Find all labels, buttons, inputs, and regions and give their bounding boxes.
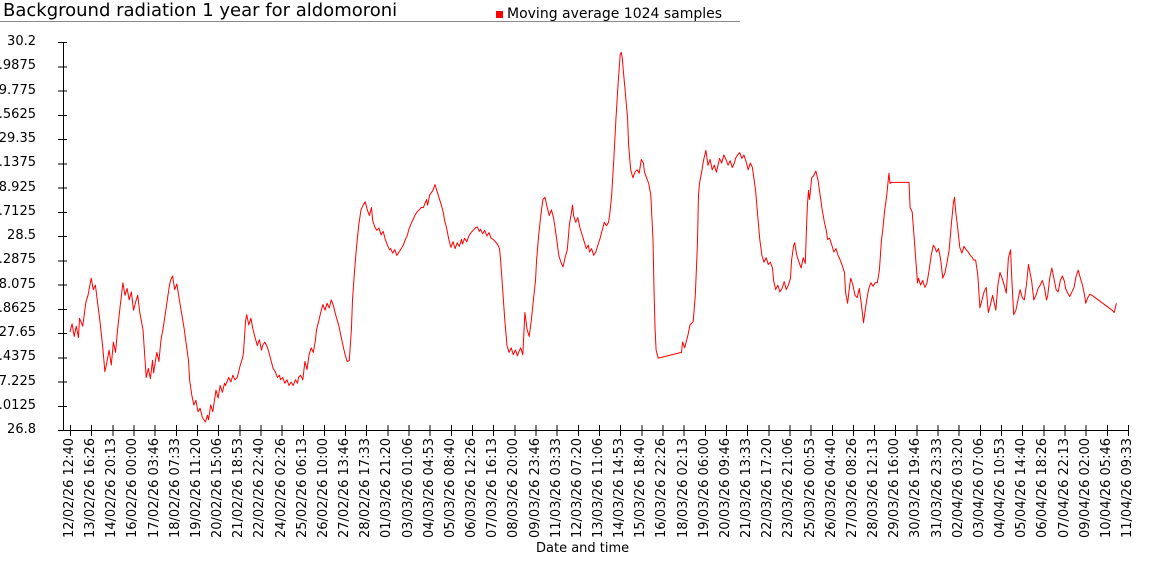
x-axis-title: Date and time xyxy=(536,541,630,556)
x-tick-label: 08/03/26 20:00 xyxy=(506,438,522,538)
x-tick-label: 04/04/26 10:53 xyxy=(993,438,1009,538)
y-tick-label: 27.4375 xyxy=(0,349,36,365)
x-tick-label: 01/03/26 21:20 xyxy=(379,438,395,538)
x-tick-label: 10/04/26 05:46 xyxy=(1098,438,1114,538)
x-tick-label: 28/03/26 12:13 xyxy=(866,438,882,538)
x-tick-label: 21/02/26 18:53 xyxy=(231,438,247,538)
y-tick-label: 27.65 xyxy=(0,325,36,340)
legend-label: Moving average 1024 samples xyxy=(507,6,723,22)
y-tick-label: 28.925 xyxy=(0,179,36,195)
x-tick-label: 19/03/26 06:00 xyxy=(696,438,712,538)
x-tick-label: 05/04/26 14:40 xyxy=(1014,438,1030,538)
x-tick-label: 07/04/26 22:13 xyxy=(1056,438,1072,538)
radiation-line-series xyxy=(69,51,1117,423)
x-tick-label: 23/03/26 21:06 xyxy=(781,438,797,538)
x-tick-label: 24/02/26 02:26 xyxy=(273,438,289,538)
y-tick-label: 28.5 xyxy=(7,228,36,243)
y-tick-label: 29.35 xyxy=(0,131,36,146)
x-tick-label: 15/03/26 18:40 xyxy=(633,438,649,538)
x-tick-label: 21/03/26 13:33 xyxy=(739,438,755,538)
x-tick-label: 06/04/26 18:26 xyxy=(1035,438,1051,538)
x-tick-label: 12/02/26 12:40 xyxy=(62,438,77,538)
y-tick-label: 27.225 xyxy=(0,373,36,389)
x-tick-label: 22/03/26 17:20 xyxy=(760,438,776,538)
y-tick-label: 28.075 xyxy=(0,276,36,292)
x-tick-label: 07/03/26 16:13 xyxy=(485,438,501,538)
legend: Moving average 1024 samples xyxy=(496,7,722,22)
x-tick-label: 16/02/26 00:00 xyxy=(125,438,141,538)
x-tick-label: 28/02/26 17:33 xyxy=(358,438,374,538)
x-tick-label: 25/03/26 00:53 xyxy=(802,438,818,538)
x-tick-label: 18/02/26 07:33 xyxy=(167,438,183,538)
x-tick-label: 05/03/26 08:40 xyxy=(442,438,458,538)
y-tick-label: 30.2 xyxy=(7,34,36,49)
x-tick-label: 03/04/26 07:06 xyxy=(971,438,987,538)
y-tick-label: 26.8 xyxy=(7,422,36,437)
x-tick-label: 26/03/26 04:40 xyxy=(823,438,839,538)
x-tick-label: 27/03/26 08:26 xyxy=(844,438,860,538)
x-tick-label: 16/03/26 22:26 xyxy=(654,438,670,538)
title-underline xyxy=(0,21,740,22)
x-tick-label: 09/04/26 02:00 xyxy=(1077,438,1093,538)
x-tick-label: 30/03/26 19:46 xyxy=(908,438,924,538)
x-tick-label: 03/03/26 01:06 xyxy=(400,438,416,538)
x-tick-label: 18/03/26 02:13 xyxy=(675,438,691,538)
x-tick-label: 29/03/26 16:00 xyxy=(887,438,903,538)
x-tick-label: 11/04/26 09:33 xyxy=(1120,438,1135,538)
x-tick-label: 22/02/26 22:40 xyxy=(252,438,268,538)
y-tick-label: 29.5625 xyxy=(0,106,36,122)
x-tick-label: 20/02/26 15:06 xyxy=(210,438,226,538)
y-tick-label: 29.775 xyxy=(0,82,36,98)
x-tick-label: 25/02/26 06:13 xyxy=(294,438,310,538)
y-tick-label: 29.9875 xyxy=(0,58,36,74)
x-tick-label: 19/02/26 11:20 xyxy=(188,438,204,538)
y-tick-label: 28.2875 xyxy=(0,252,36,268)
x-tick-label: 26/02/26 10:00 xyxy=(315,438,331,538)
x-tick-label: 17/02/26 03:46 xyxy=(146,438,162,538)
x-tick-label: 20/03/26 09:46 xyxy=(717,438,733,538)
x-tick-label: 04/03/26 04:53 xyxy=(421,438,437,538)
y-tick-label: 29.1375 xyxy=(0,155,36,171)
x-tick-label: 14/02/26 20:13 xyxy=(104,438,120,538)
x-tick-label: 31/03/26 23:33 xyxy=(929,438,945,538)
x-tick-label: 27/02/26 13:46 xyxy=(337,438,353,538)
y-tick-label: 27.8625 xyxy=(0,300,36,316)
y-tick-label: 28.7125 xyxy=(0,203,36,219)
x-tick-label: 13/02/26 16:26 xyxy=(83,438,99,538)
page-title: Background radiation 1 year for aldomoro… xyxy=(3,0,398,21)
x-tick-label: 06/03/26 12:26 xyxy=(464,438,480,538)
y-tick-label: 27.0125 xyxy=(0,397,36,413)
x-tick-label: 02/04/26 03:20 xyxy=(950,438,966,538)
legend-square-icon xyxy=(496,11,503,18)
